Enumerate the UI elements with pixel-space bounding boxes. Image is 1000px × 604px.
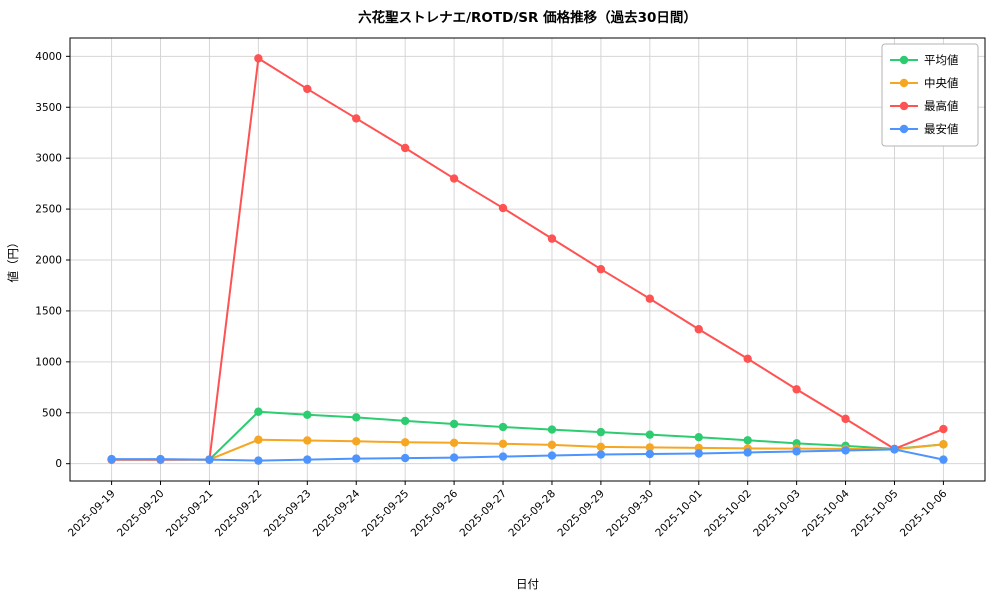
data-point <box>107 454 116 464</box>
data-point <box>352 437 361 446</box>
legend-label: 平均値 <box>924 53 959 67</box>
data-point <box>156 454 165 464</box>
y-tick-label: 4000 <box>35 51 62 63</box>
data-point <box>694 325 703 334</box>
data-point <box>841 446 850 455</box>
data-point <box>939 455 948 464</box>
data-point <box>352 413 361 422</box>
data-point <box>645 294 655 303</box>
data-point <box>596 427 606 437</box>
data-point <box>596 442 606 452</box>
y-tick-label: 500 <box>42 407 62 419</box>
data-point <box>645 449 655 459</box>
y-tick-label: 1000 <box>35 356 62 368</box>
data-point <box>205 455 214 464</box>
data-point <box>547 425 557 434</box>
data-point <box>400 416 410 426</box>
data-point <box>792 447 801 456</box>
y-tick-label: 2500 <box>35 204 62 216</box>
data-point <box>547 451 557 460</box>
data-point <box>498 439 508 449</box>
data-point <box>841 414 850 424</box>
chart-title: 六花聖ストレナエ/ROTD/SR 価格推移（過去30日間） <box>358 9 697 26</box>
data-point <box>890 445 899 454</box>
data-point <box>254 435 263 444</box>
data-point <box>254 54 263 63</box>
data-point <box>352 114 361 123</box>
data-point <box>449 419 459 429</box>
plot-background <box>70 38 985 481</box>
legend-label: 中央値 <box>924 76 959 90</box>
data-point <box>303 84 312 94</box>
data-point <box>303 410 312 420</box>
data-point <box>792 385 801 394</box>
data-point <box>400 453 410 463</box>
data-point <box>303 455 312 464</box>
legend-label: 最高値 <box>924 99 959 113</box>
data-point <box>303 436 312 445</box>
data-point <box>939 424 948 434</box>
chart-series <box>107 54 948 465</box>
data-point <box>498 422 508 432</box>
data-point <box>596 264 606 274</box>
y-tick-label: 3500 <box>35 102 62 114</box>
data-point <box>449 453 459 462</box>
data-point <box>743 354 752 363</box>
legend-marker <box>899 101 909 111</box>
y-tick-label: 2000 <box>35 255 62 267</box>
data-point <box>449 438 459 448</box>
data-point <box>400 438 410 447</box>
data-point <box>596 450 606 459</box>
legend-box <box>881 43 979 147</box>
y-tick-label: 0 <box>55 458 62 470</box>
legend-label: 最安値 <box>924 122 959 136</box>
y-tick-label: 1500 <box>35 305 62 317</box>
series-3 <box>107 445 948 465</box>
data-point <box>743 448 752 457</box>
data-point <box>254 407 263 416</box>
data-point <box>498 452 508 461</box>
chart-grid <box>70 38 985 481</box>
data-point <box>645 430 655 439</box>
data-point <box>694 433 703 442</box>
data-point <box>400 143 410 153</box>
data-point <box>547 234 557 243</box>
data-point <box>939 440 948 449</box>
legend-marker <box>899 78 909 88</box>
data-point <box>743 436 752 445</box>
legend-marker <box>899 55 909 65</box>
legend-marker <box>899 124 909 134</box>
x-axis-label: 日付 <box>516 577 539 591</box>
data-point <box>352 454 361 463</box>
y-tick-label: 3000 <box>35 153 62 165</box>
data-point <box>449 174 459 183</box>
data-point <box>694 449 703 458</box>
y-axis-label: 値（円） <box>6 237 20 283</box>
data-point <box>498 203 508 213</box>
data-point <box>254 456 263 465</box>
data-point <box>547 440 557 450</box>
data-point <box>645 443 655 452</box>
